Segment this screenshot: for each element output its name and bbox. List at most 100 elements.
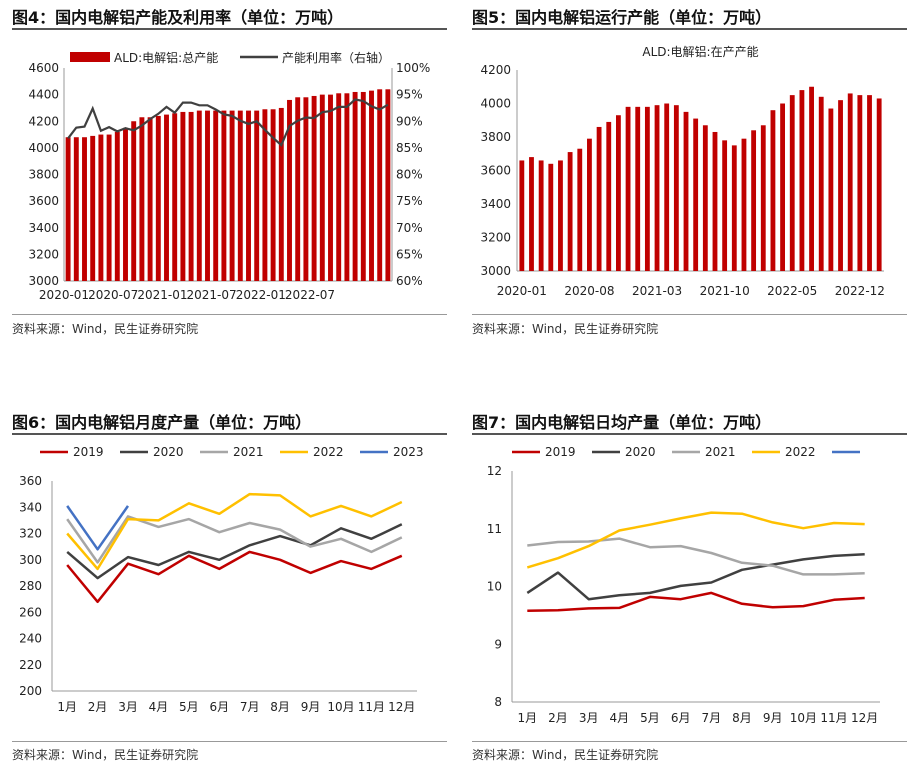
bar [213,110,219,281]
y-tick-label: 4000 [480,97,511,111]
source-divider [12,314,447,315]
bar [131,121,137,281]
series-line-2022 [526,511,865,569]
y-left-tick-label: 3400 [28,221,59,235]
y-left-tick-label: 3600 [28,194,59,208]
bar [731,145,737,271]
source-note: 资料来源：Wind，民生证券研究院 [472,748,659,762]
y-tick-label: 260 [19,605,42,619]
x-tick-label: 7月 [240,700,260,714]
x-tick-label: 8月 [732,711,752,725]
legend-label-bar: ALD:电解铝:总产能 [114,50,218,65]
bar [147,117,153,281]
x-tick-label: 6月 [671,711,691,725]
bar [529,157,534,271]
y-right-tick-label: 85% [396,141,423,155]
bar [328,94,333,281]
bar [123,127,128,281]
bar [780,103,786,271]
bar [352,91,358,282]
title-divider [12,28,447,30]
source-divider [472,314,907,315]
y-tick-label: 280 [19,579,42,593]
bar [155,115,161,281]
x-tick-label: 3月 [579,711,599,725]
x-tick-label: 2020-08 [564,284,614,298]
bar [847,93,853,271]
legend-label: 2021 [233,445,264,459]
x-tick-label: 10月 [327,700,354,714]
y-tick-label: 340 [19,500,42,514]
series-line-2020 [66,523,403,580]
bar [751,130,757,271]
x-tick-label: 11月 [820,711,847,725]
bar [770,110,776,271]
chart-subtitle: ALD:电解铝:在产产能 [642,44,758,59]
bar [385,89,391,281]
legend-label: 2019 [73,445,104,459]
x-tick-label: 1月 [518,711,538,725]
x-tick-label: 8月 [270,700,290,714]
x-tick-label: 11月 [358,700,385,714]
title-divider [12,433,447,435]
y-tick-label: 3400 [480,197,511,211]
chart-panel-fig7: 图7：国内电解铝日均产量（单位：万吨） 2019 2020 2021 2022 8 9 10… [472,405,907,764]
legend-label-line: 产能利用率（右轴） [282,50,390,65]
y-tick-label: 11 [487,522,502,536]
x-tick-label: 4月 [149,700,169,714]
bar [65,137,71,281]
bar [254,110,260,281]
bar [196,110,202,281]
x-tick-label: 2020-07 [88,288,138,302]
source-note: 资料来源：Wind，民生证券研究院 [12,322,199,336]
x-tick-label: 12月 [388,700,415,714]
bar [336,93,342,281]
y-left-tick-label: 3000 [28,274,59,288]
x-tick-label: 12月 [851,711,878,725]
x-tick-label: 7月 [702,711,722,725]
x-tick-label: 2月 [88,700,108,714]
bar [90,135,96,281]
bar [344,93,350,281]
bar [683,111,689,271]
x-tick-label: 1月 [57,700,77,714]
legend-label: 2021 [705,445,736,459]
y-left-tick-label: 3200 [28,247,59,261]
series-line-2023 [66,505,130,551]
source-note: 资料来源：Wind，民生证券研究院 [12,748,199,762]
bar [577,148,583,271]
bar [615,115,621,271]
chart-title: 图5：国内电解铝运行产能（单位：万吨） [472,8,772,27]
bar [98,134,104,281]
bar [237,110,243,281]
series-line-utilization [67,98,389,148]
y-left-tick-label: 4000 [28,141,59,155]
legend-label: 2022 [785,445,816,459]
x-tick-label: 2021-01 [137,288,187,302]
x-tick-label: 9月 [763,711,783,725]
y-left-tick-label: 3800 [28,168,59,182]
series-line-2022 [66,492,403,571]
x-tick-label: 2月 [548,711,568,725]
bar [278,107,284,281]
y-left-tick-label: 4200 [28,114,59,128]
legend-label: 2022 [313,445,344,459]
bar [319,94,325,281]
bar [519,160,525,271]
y-tick-label: 8 [494,695,502,709]
bar [596,126,602,271]
chart-panel-fig6: 图6：国内电解铝月度产量（单位：万吨） 2019 2020 2021 2022 2023… [12,405,447,764]
source-divider [12,741,447,742]
y-right-tick-label: 65% [396,247,423,261]
y-left-tick-label: 4600 [28,61,59,75]
x-tick-label: 2022-01 [236,288,286,302]
chart-panel-fig4: 图4：国内电解铝产能及利用率（单位：万吨） ALD:电解铝:总产能 产能利用率（右… [12,0,447,345]
bar [172,113,178,281]
bar [303,97,309,281]
y-tick-label: 3000 [480,264,511,278]
bar [360,91,366,282]
legend-label: 2019 [545,445,576,459]
bar [287,99,292,281]
x-tick-label: 5月 [640,711,660,725]
x-tick-label: 2020-01 [497,284,547,298]
